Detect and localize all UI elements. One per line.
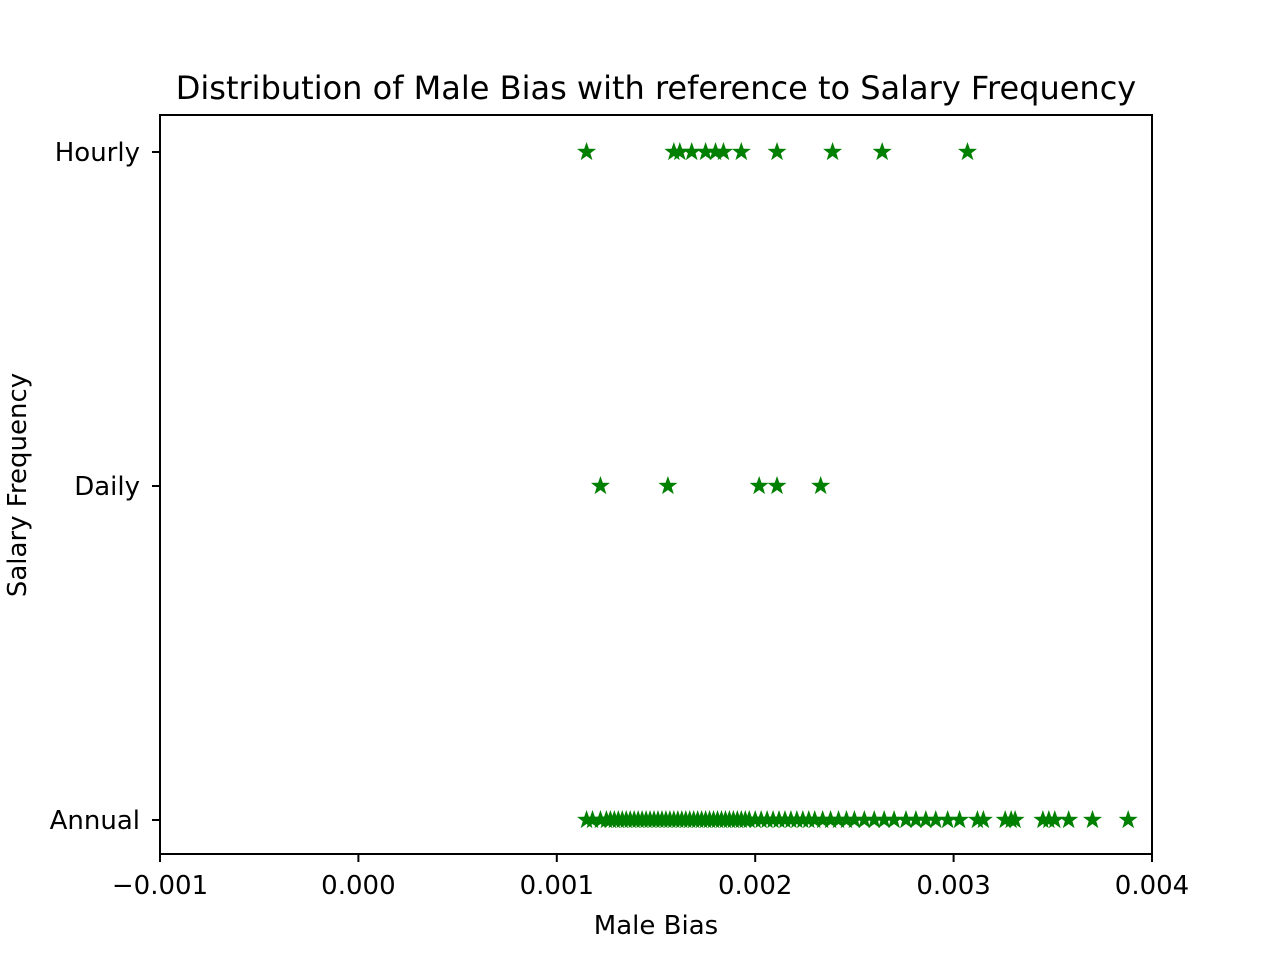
x-tick-label: 0.004	[1115, 871, 1189, 901]
x-tick-label: 0.001	[520, 871, 594, 901]
data-point-annual	[821, 810, 841, 829]
data-point-hourly	[696, 142, 716, 161]
y-axis: Annual Daily Hourly	[50, 138, 160, 836]
data-point-annual	[950, 810, 970, 829]
data-point-daily	[811, 476, 831, 495]
x-tick-label: 0.000	[321, 871, 395, 901]
x-tick-label: 0.003	[916, 871, 990, 901]
data-point-hourly	[731, 142, 751, 161]
data-point-daily	[658, 476, 678, 495]
data-point-annual	[973, 810, 993, 829]
data-point-annual	[1082, 810, 1102, 829]
data-point-daily	[767, 476, 787, 495]
data-point-annual	[844, 810, 864, 829]
data-point-hourly	[767, 142, 787, 161]
data-point-hourly	[670, 142, 690, 161]
data-point-annual	[805, 810, 825, 829]
data-point-hourly	[706, 142, 726, 161]
y-tick-label: Hourly	[55, 138, 140, 168]
data-point-annual	[864, 810, 884, 829]
x-tick-label: 0.002	[718, 871, 792, 901]
data-point-hourly	[823, 142, 843, 161]
x-axis: −0.001 0.000 0.001 0.002 0.003 0.004	[112, 854, 1189, 901]
data-point-annual	[906, 810, 926, 829]
data-point-hourly	[713, 142, 733, 161]
data-point-daily	[749, 476, 769, 495]
data-point-annual	[1005, 810, 1025, 829]
data-point-hourly	[577, 142, 597, 161]
y-tick-label: Annual	[50, 806, 140, 836]
data-point-annual	[829, 810, 849, 829]
x-tick-label: −0.001	[112, 871, 208, 901]
data-point-annual	[916, 810, 936, 829]
data-point-annual	[938, 810, 958, 829]
data-point-annual	[896, 810, 916, 829]
data-point-hourly	[872, 142, 892, 161]
data-point-annual	[854, 810, 874, 829]
x-axis-label: Male Bias	[594, 911, 718, 941]
chart-title: Distribution of Male Bias with reference…	[176, 69, 1136, 107]
data-point-annual	[874, 810, 894, 829]
data-point-annual	[1059, 810, 1079, 829]
data-point-annual	[1045, 810, 1065, 829]
data-point-hourly	[682, 142, 702, 161]
data-point-annual	[884, 810, 904, 829]
data-point-annual	[813, 810, 833, 829]
plot-frame	[159, 114, 1153, 855]
data-point-annual	[926, 810, 946, 829]
y-axis-label: Salary Frequency	[3, 373, 33, 597]
data-point-annual	[1118, 810, 1138, 829]
data-points	[577, 142, 1138, 829]
y-tick-label: Daily	[74, 472, 140, 502]
data-point-hourly	[957, 142, 977, 161]
data-point-daily	[590, 476, 610, 495]
data-point-annual	[583, 810, 603, 829]
data-point-annual	[836, 810, 856, 829]
